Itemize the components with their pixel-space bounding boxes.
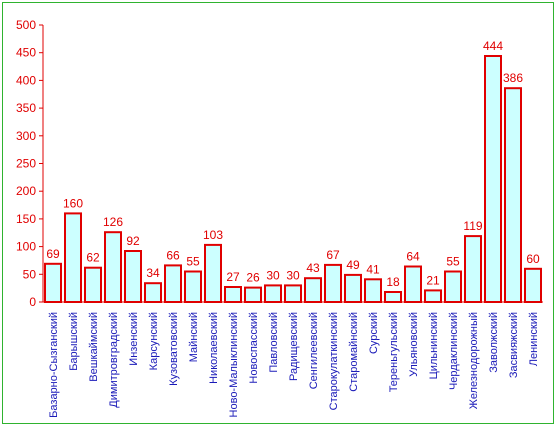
category-label: Цильнинский bbox=[428, 312, 440, 379]
data-label: 21 bbox=[426, 273, 440, 287]
bar bbox=[524, 267, 542, 303]
y-tick-label: 500 bbox=[16, 18, 36, 32]
bar bbox=[264, 284, 282, 303]
bar bbox=[144, 282, 162, 304]
y-tick-label: 350 bbox=[16, 101, 36, 115]
y-tick-label: 200 bbox=[16, 184, 36, 198]
category-label: Старомайнский bbox=[348, 312, 360, 392]
data-label: 49 bbox=[346, 258, 360, 272]
bar bbox=[404, 265, 422, 303]
data-label: 386 bbox=[503, 71, 523, 85]
bar bbox=[64, 212, 82, 303]
category-label: Кузоватовский bbox=[168, 312, 180, 386]
bar bbox=[384, 291, 402, 303]
category-label: Карсунский bbox=[148, 312, 160, 370]
category-label: Барышский bbox=[68, 312, 80, 371]
category-label: Тереньгульский bbox=[388, 312, 400, 392]
bar bbox=[124, 250, 142, 303]
data-label: 67 bbox=[326, 248, 340, 262]
category-label: Ленинский bbox=[528, 312, 540, 366]
bar bbox=[324, 263, 342, 303]
category-label: Сурский bbox=[368, 312, 380, 354]
category-label: Павловский bbox=[268, 312, 280, 373]
category-label: Базарно-Сызганский bbox=[48, 312, 60, 418]
bar bbox=[344, 273, 362, 303]
chart-frame: 0 50 100 150 200 250 300 350 400 450 500 69 160 62 12… bbox=[2, 2, 554, 424]
bar bbox=[424, 289, 442, 303]
data-label: 62 bbox=[86, 251, 100, 265]
bar-chart: 0 50 100 150 200 250 300 350 400 450 500 69 160 62 12… bbox=[16, 18, 543, 418]
category-label: Николаевский bbox=[208, 312, 220, 384]
y-tick-label: 300 bbox=[16, 129, 36, 143]
bar bbox=[284, 284, 302, 303]
bar bbox=[104, 231, 122, 303]
category-label: Старокулаткинский bbox=[328, 312, 340, 410]
y-tick-label: 0 bbox=[29, 295, 36, 309]
data-label: 41 bbox=[366, 262, 380, 276]
category-labels-group: Базарно-Сызганский Барышский Вешкаймский Ди… bbox=[48, 312, 540, 418]
data-label: 60 bbox=[526, 252, 540, 266]
bar bbox=[304, 277, 322, 304]
bar bbox=[364, 278, 382, 303]
category-label: Ульяновский bbox=[408, 312, 420, 377]
bar bbox=[504, 87, 522, 303]
bar bbox=[444, 270, 462, 303]
data-label: 444 bbox=[483, 39, 503, 53]
category-label: Вешкаймский bbox=[88, 312, 100, 382]
data-label: 27 bbox=[226, 270, 240, 284]
bar bbox=[244, 286, 262, 304]
category-label: Майнский bbox=[188, 312, 200, 362]
bar bbox=[84, 266, 102, 304]
bar bbox=[184, 270, 202, 303]
category-label: Ново-Малыклинский bbox=[228, 312, 240, 417]
data-label: 126 bbox=[103, 215, 123, 229]
data-label: 34 bbox=[146, 266, 160, 280]
category-label: Радищевский bbox=[288, 312, 300, 381]
data-label: 43 bbox=[306, 261, 320, 275]
y-tick-label: 50 bbox=[23, 267, 37, 281]
bars-group bbox=[44, 55, 542, 304]
data-label: 55 bbox=[186, 255, 200, 269]
bar bbox=[464, 235, 482, 304]
category-label: Засвияжский bbox=[508, 312, 520, 378]
bar bbox=[164, 264, 182, 303]
y-axis-ticks: 0 50 100 150 200 250 300 350 400 450 500 bbox=[16, 18, 43, 309]
y-tick-label: 450 bbox=[16, 46, 36, 60]
y-tick-label: 100 bbox=[16, 240, 36, 254]
data-label: 69 bbox=[46, 247, 60, 261]
category-label: Чердаклинский bbox=[448, 312, 460, 390]
data-label: 66 bbox=[166, 248, 180, 262]
data-label: 92 bbox=[126, 234, 140, 248]
data-label: 119 bbox=[463, 219, 482, 233]
bar bbox=[484, 55, 502, 303]
y-tick-label: 250 bbox=[16, 157, 36, 171]
data-label: 30 bbox=[286, 268, 300, 282]
data-label: 64 bbox=[406, 250, 420, 264]
category-label: Димитровградский bbox=[108, 312, 120, 408]
data-label: 103 bbox=[203, 228, 223, 242]
category-label: Заволжский bbox=[488, 312, 500, 373]
category-label: Инзенский bbox=[128, 312, 140, 366]
data-label: 160 bbox=[63, 196, 83, 210]
data-label: 30 bbox=[266, 268, 280, 282]
y-tick-label: 400 bbox=[16, 73, 36, 87]
bar bbox=[224, 286, 242, 303]
category-label: Новоспасский bbox=[248, 312, 260, 384]
y-tick-label: 150 bbox=[16, 212, 36, 226]
data-label: 26 bbox=[246, 271, 260, 285]
bar bbox=[204, 243, 222, 303]
bar bbox=[44, 262, 62, 303]
data-label: 18 bbox=[386, 275, 400, 289]
data-label: 55 bbox=[446, 255, 460, 269]
category-label: Сенгилеевский bbox=[308, 312, 320, 389]
category-label: Железнодорожный bbox=[468, 312, 480, 409]
